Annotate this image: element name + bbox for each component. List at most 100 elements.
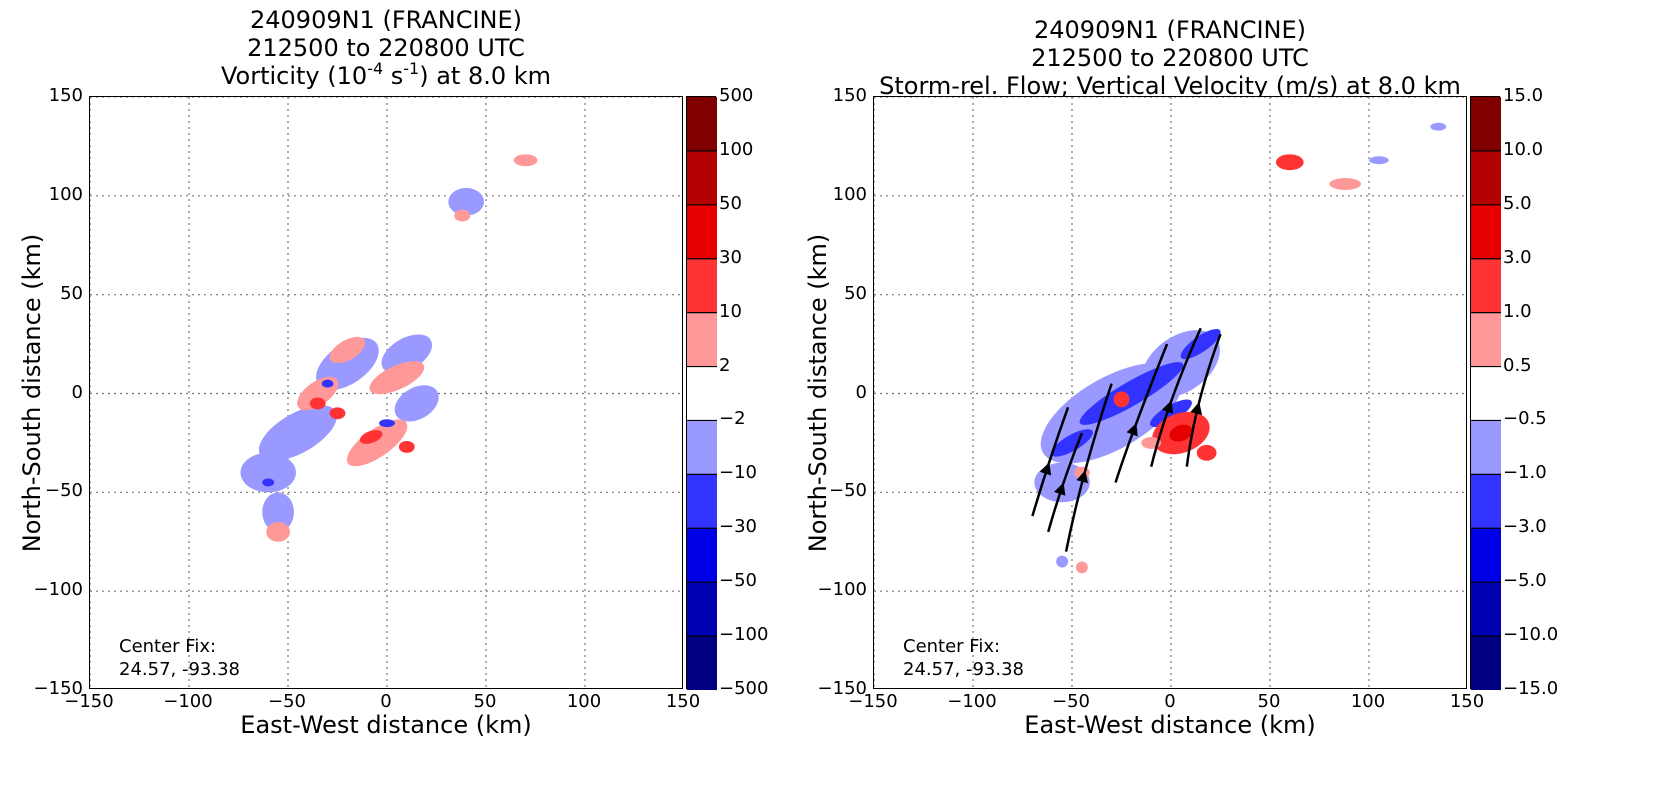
field-contour-patch — [359, 430, 383, 444]
title-text: Vorticity (10 — [220, 62, 368, 90]
streamline — [1114, 343, 1169, 483]
streamline — [1185, 333, 1222, 467]
y-tick-label: 0 — [855, 381, 867, 403]
field-contour-patch — [262, 478, 275, 487]
field-contour-patch — [1150, 399, 1192, 427]
field-contour-patch — [240, 452, 296, 493]
colorbar-segment — [1471, 366, 1501, 421]
colorbar-segment — [1471, 528, 1501, 583]
x-tick-label: 150 — [665, 691, 701, 712]
x-tick-label: −50 — [1052, 691, 1090, 712]
colorbar-segment — [687, 97, 717, 151]
chart-title: 240909N1 (FRANCINE) 212500 to 220800 UTC V… — [0, 6, 786, 90]
streamline — [1149, 327, 1202, 467]
center-fix-value: 24.57, -93.38 — [903, 659, 1024, 680]
title-superscript: -4 — [367, 59, 384, 78]
colorbar-tick-label: −5.0 — [1503, 570, 1547, 592]
center-fix-value: 24.57, -93.38 — [119, 659, 240, 680]
x-tick-label: 50 — [473, 691, 497, 712]
field-contour-patch — [1430, 122, 1447, 131]
colorbar-segment — [1471, 204, 1501, 259]
field-contour-patch — [1056, 555, 1069, 568]
colorbar-segment — [1471, 582, 1501, 637]
chart-title-line: 240909N1 (FRANCINE) — [249, 6, 523, 34]
colorbar-segment — [687, 150, 717, 205]
colorbar-tick-label: −50 — [719, 570, 757, 592]
colorbar-tick-label: −2 — [719, 408, 746, 430]
colorbar-segment — [687, 312, 717, 367]
colorbar-segment — [1471, 420, 1501, 475]
colorbar-tick-label: 30 — [719, 246, 742, 268]
chart-title-line: 240909N1 (FRANCINE) — [1033, 16, 1307, 44]
colorbar-tick-label: 100 — [719, 138, 754, 160]
y-tick-label: 50 — [60, 282, 83, 304]
center-fix-text: Center Fix: 24.57, -93.38 — [119, 635, 240, 681]
colorbar-segment — [1471, 312, 1501, 367]
y-tick-label: 150 — [832, 85, 867, 106]
field-contour-patch — [1051, 429, 1093, 457]
field-contour-patch — [369, 361, 425, 395]
x-tick-label: 0 — [1164, 691, 1176, 712]
field-contour-patch — [1275, 154, 1304, 171]
field-contour-patch — [329, 336, 366, 364]
colorbar-tick-label: 10 — [719, 300, 742, 322]
streamline-arrowhead — [1161, 400, 1174, 414]
colorbar-tick-label: −1.0 — [1503, 462, 1547, 484]
colorbar — [1470, 96, 1501, 690]
plot-area — [89, 96, 683, 689]
colorbar-segment — [1471, 258, 1501, 313]
field-contour-patch — [1329, 178, 1362, 190]
colorbar-tick-label: 50 — [719, 192, 742, 214]
chart-title-line: 212500 to 220800 UTC — [247, 34, 525, 62]
y-tick-label: −100 — [817, 579, 867, 601]
colorbar-tick-label: 2 — [719, 354, 731, 376]
colorbar-segment — [1471, 150, 1501, 205]
colorbar-tick-label: −3.0 — [1503, 516, 1547, 538]
x-tick-label: 100 — [1350, 691, 1386, 712]
field-contour-patch — [329, 407, 346, 420]
x-tick-label: −50 — [268, 691, 306, 712]
colorbar-segment — [687, 366, 717, 421]
x-tick-label: 150 — [1449, 691, 1485, 712]
streamline — [1031, 406, 1070, 517]
field-contour-patch — [1369, 156, 1389, 165]
colorbar-segment — [687, 528, 717, 583]
field-contour-patch — [1113, 391, 1130, 408]
field-contour-patch — [448, 187, 485, 216]
field-contour-patch — [262, 492, 294, 532]
title-text: Storm-rel. Flow; Vertical Velocity (m/s)… — [879, 72, 1461, 100]
center-fix-text: Center Fix: 24.57, -93.38 — [903, 635, 1024, 681]
colorbar-svg — [1471, 97, 1501, 690]
colorbar-segment — [687, 204, 717, 259]
colorbar-segment — [1471, 97, 1501, 151]
y-tick-label: 50 — [844, 282, 867, 304]
colorbar-segment — [1471, 636, 1501, 690]
field-contour-patch — [394, 385, 439, 422]
colorbar-tick-label: −10 — [719, 462, 757, 484]
y-tick-label: 100 — [832, 183, 867, 205]
streamline-arrowhead — [1126, 423, 1138, 437]
colorbar-tick-label: −100 — [719, 624, 769, 646]
colorbar-tick-label: −0.5 — [1503, 408, 1547, 430]
field-contour-patch — [321, 379, 334, 388]
field-contour-patch — [454, 209, 471, 222]
streamline-arrowhead — [1076, 470, 1089, 484]
colorbar-tick-label: −15.0 — [1503, 678, 1559, 699]
x-tick-label: −100 — [163, 691, 213, 712]
streamline — [1047, 432, 1084, 533]
x-tick-label: 0 — [380, 691, 392, 712]
field-contour-patch — [258, 405, 337, 461]
colorbar-tick-label: 0.5 — [1503, 354, 1532, 376]
y-tick-label: −150 — [817, 678, 867, 699]
colorbar-tick-label: −30 — [719, 516, 757, 538]
streamline-arrowhead — [1190, 401, 1203, 416]
field-contour-patch — [1079, 362, 1184, 425]
plot-area — [873, 96, 1467, 689]
colorbar-segment — [687, 420, 717, 475]
field-contour-patch — [316, 337, 379, 390]
field-contour-patch — [309, 397, 326, 410]
colorbar-tick-label: 5.0 — [1503, 192, 1532, 214]
colorbar-tick-label: 10.0 — [1503, 138, 1544, 160]
colorbar-tick-label: 3.0 — [1503, 246, 1532, 268]
field-contour-patch — [513, 154, 538, 167]
